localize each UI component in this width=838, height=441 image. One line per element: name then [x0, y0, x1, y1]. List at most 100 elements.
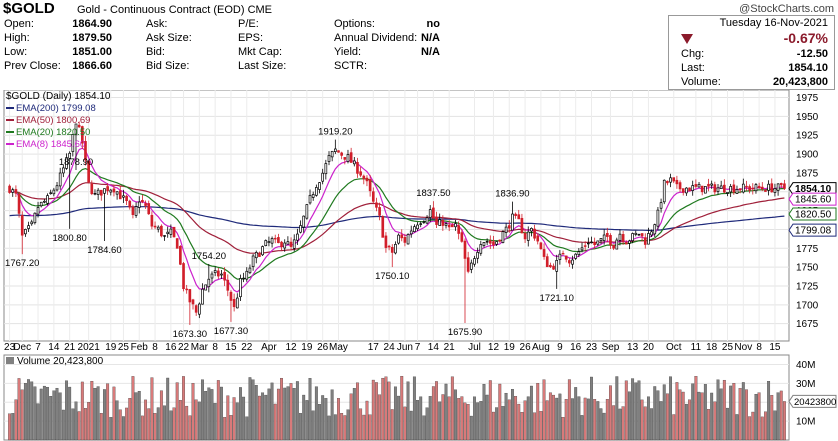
volume-bar — [223, 417, 227, 441]
volume-bar — [634, 382, 638, 441]
volume-bar — [356, 382, 359, 441]
volume-bar — [93, 388, 97, 441]
candle — [213, 266, 217, 277]
candle — [716, 183, 720, 195]
volume-bar — [106, 383, 110, 441]
candle-body — [517, 214, 521, 220]
candle-body — [394, 244, 397, 254]
date-tick-label: 7 — [415, 342, 421, 353]
date-tick-label: 17 — [368, 342, 380, 353]
volume-bar — [333, 414, 337, 441]
candle-body — [745, 185, 748, 188]
candle — [277, 233, 280, 244]
candle — [435, 211, 438, 229]
volume-bar — [504, 392, 508, 441]
candle — [11, 187, 15, 197]
chg-label: Chg: — [681, 48, 705, 60]
volume-bar — [365, 400, 369, 441]
candle-body — [365, 177, 369, 182]
volume-bar — [412, 376, 416, 441]
candle-body — [662, 179, 666, 203]
candle — [179, 245, 182, 266]
candle — [390, 244, 394, 268]
candle — [451, 223, 454, 228]
candle — [662, 179, 666, 205]
volume-bar — [371, 379, 375, 441]
candle-body — [337, 150, 340, 153]
volume-bar — [593, 399, 597, 441]
candle — [425, 215, 429, 225]
quote-label-last-size: Last Size: — [238, 60, 287, 72]
volume-bar — [469, 415, 473, 441]
candle — [223, 267, 226, 287]
volume-panel-title: Volume 20,423,800 — [17, 356, 104, 367]
candle-body — [33, 212, 37, 224]
candle — [327, 151, 331, 166]
candle-body — [229, 291, 233, 301]
candle-body — [536, 235, 540, 242]
candle-body — [321, 172, 325, 182]
volume-bar — [220, 386, 223, 441]
candle-body — [552, 265, 555, 270]
volume-bar — [605, 399, 609, 441]
date-tick-label: Apr — [261, 342, 277, 353]
candle — [757, 182, 761, 190]
candle-body — [697, 183, 701, 188]
watermark: @StockCharts.com — [739, 3, 834, 15]
candle — [156, 225, 160, 233]
volume-bar — [74, 401, 78, 441]
candle-body — [96, 189, 100, 195]
candle-body — [207, 278, 211, 288]
volume-bar — [732, 383, 736, 441]
candle-body — [99, 189, 103, 196]
volume-bar — [169, 410, 173, 441]
candle — [498, 239, 502, 243]
candles — [8, 121, 786, 325]
date-tick-label: 15 — [769, 342, 781, 353]
candle-body — [352, 160, 356, 165]
volume-bar — [175, 382, 179, 441]
quote-value-prev-close: 1866.60 — [72, 60, 112, 72]
candle — [599, 238, 603, 244]
volume-swatch — [6, 357, 14, 364]
candle-body — [511, 213, 514, 231]
candle-body — [476, 252, 479, 259]
date-tick-label: Jun — [397, 342, 413, 353]
candle-body — [254, 252, 258, 259]
candle — [507, 220, 511, 233]
candle — [39, 201, 43, 208]
date-tick-label: 12 — [285, 342, 297, 353]
volume-bar — [46, 386, 49, 441]
candle-body — [49, 192, 53, 195]
candle — [289, 237, 293, 251]
volume-label: Volume: — [681, 76, 721, 88]
candle-body — [773, 188, 777, 193]
candle — [371, 187, 375, 204]
candle — [330, 150, 334, 162]
candle-body — [169, 228, 173, 235]
candle-body — [315, 187, 318, 196]
candle-body — [558, 253, 562, 260]
candle-body — [438, 219, 442, 226]
date-tick-label: 15 — [225, 342, 237, 353]
candle-body — [318, 182, 321, 190]
candle — [460, 229, 464, 243]
volume-bar — [327, 415, 331, 441]
volume-bar — [14, 399, 18, 441]
volume-bar — [17, 378, 21, 441]
candle — [745, 180, 748, 191]
volume-bar — [656, 390, 660, 441]
symbol-title: $GOLD — [3, 0, 55, 17]
candle-body — [577, 251, 581, 255]
candle-body — [308, 194, 312, 204]
candle-body — [643, 237, 647, 245]
candle-body — [226, 279, 230, 291]
candle-body — [378, 207, 381, 216]
candle-body — [530, 228, 533, 232]
candle-body — [580, 247, 584, 251]
volume-bar — [251, 379, 255, 441]
candle-body — [748, 186, 751, 191]
candle-body — [305, 204, 309, 219]
volume-bar — [511, 389, 514, 441]
candle-body — [93, 192, 97, 195]
